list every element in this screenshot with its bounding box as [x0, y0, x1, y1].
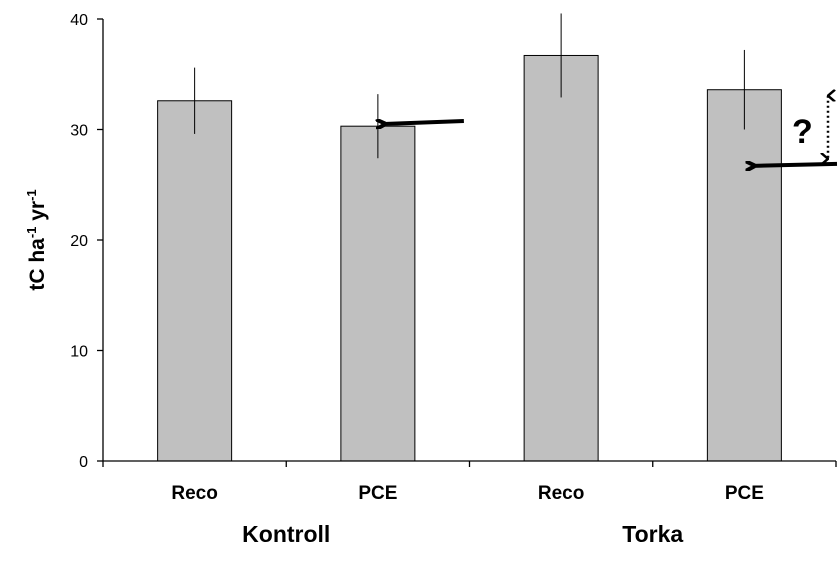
category-labels-layer: Reco PCE Reco PCE: [171, 483, 764, 504]
error-bars-layer: [194, 13, 745, 159]
bar-pce-torka: [706, 89, 782, 462]
bar-pce-kontroll: [340, 125, 416, 462]
y-axis-label-sup1: -1: [24, 227, 39, 239]
category-label-reco: Reco: [538, 483, 584, 504]
pce-torka-arrow: [753, 164, 838, 166]
annotations-layer: ?: [384, 96, 838, 166]
y-axis-label-sup2: -1: [24, 189, 39, 201]
group-label-kontroll: Kontroll: [242, 521, 330, 547]
category-label-reco: Reco: [171, 483, 217, 504]
group-label-torka: Torka: [622, 521, 683, 547]
y-axis-label: tC ha-1 yr-1: [24, 189, 49, 290]
bar-reco-torka: [523, 54, 599, 462]
y-axis-label-mid: yr: [26, 201, 49, 227]
category-label-pce: PCE: [725, 483, 764, 504]
bar-reco-kontroll: [157, 100, 233, 462]
y-ticks-layer: 0 10 20 30 40: [70, 12, 103, 471]
category-label-pce: PCE: [358, 483, 397, 504]
y-tick-label: 40: [70, 12, 88, 29]
uncertainty-question-mark: ?: [792, 113, 813, 151]
y-tick-label: 20: [70, 233, 88, 250]
group-labels-layer: Kontroll Torka: [242, 521, 683, 547]
y-axis-label-base: tC ha: [26, 238, 49, 291]
x-ticks-layer: [102, 461, 837, 467]
bars-layer: [157, 54, 782, 462]
y-tick-label: 30: [70, 123, 88, 140]
y-tick-label: 0: [79, 454, 88, 471]
pce-kontroll-arrow: [384, 121, 464, 124]
y-tick-label: 10: [70, 344, 88, 361]
